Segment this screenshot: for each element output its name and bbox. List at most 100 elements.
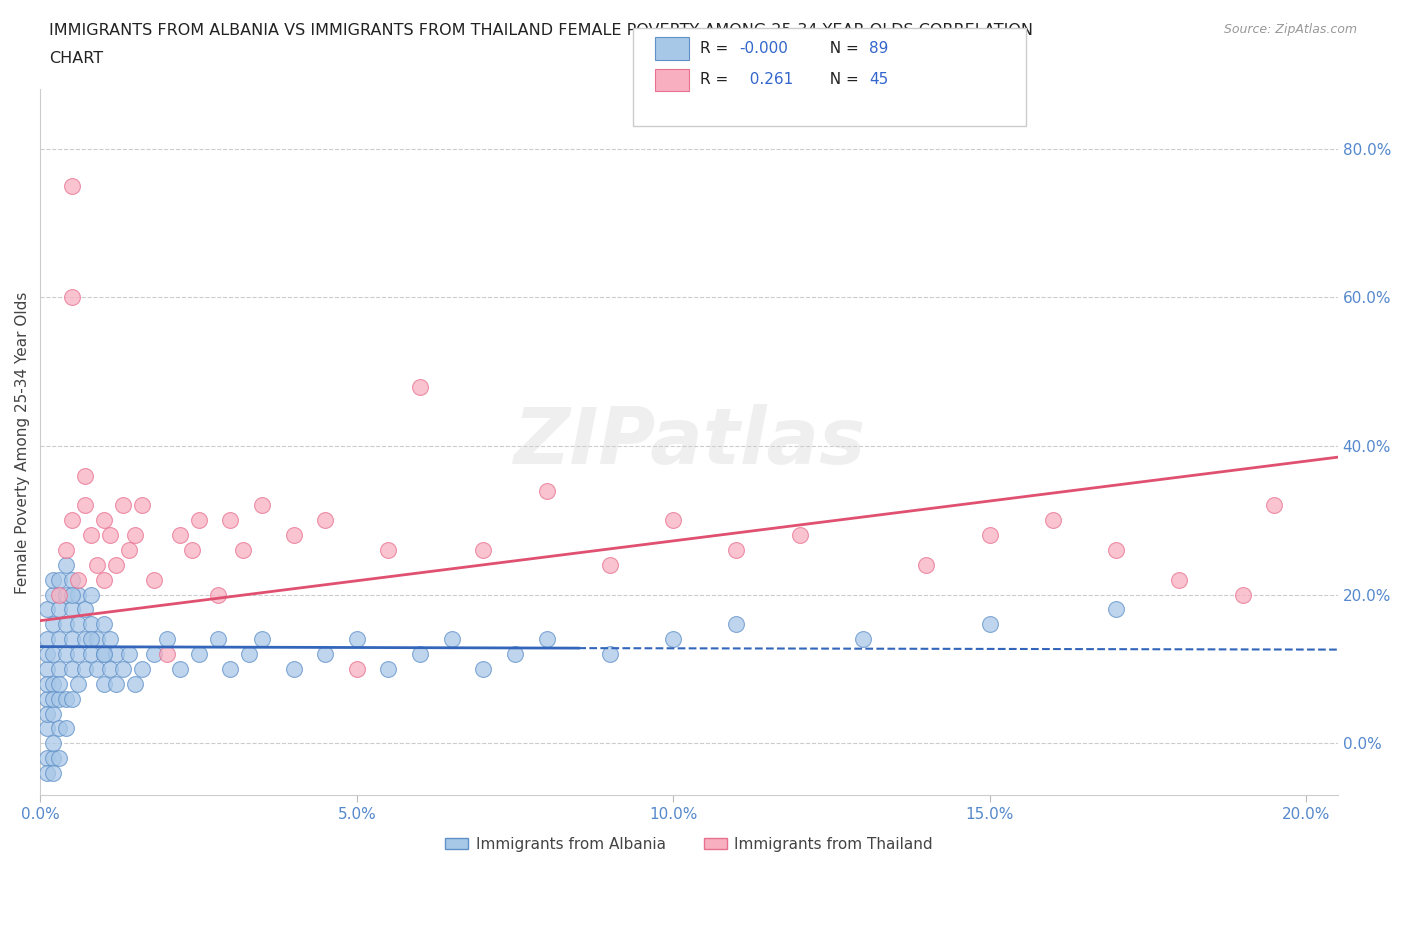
Point (35, 646, 58, 661)
Point (60, 290, 83, 305)
Point (35, 691, 58, 706)
Point (219, 661, 242, 676)
Point (346, 661, 368, 676)
Point (1042, 512, 1064, 527)
Point (131, 498, 153, 513)
Point (35, 602, 58, 617)
Text: N =: N = (820, 73, 863, 87)
Point (118, 542, 141, 557)
Point (73, 498, 96, 513)
Point (35, 706, 58, 721)
Point (93, 617, 115, 631)
Point (105, 557, 128, 572)
Point (67, 587, 90, 602)
Point (42, 587, 65, 602)
Point (662, 512, 685, 527)
Point (35, 721, 58, 736)
Point (169, 527, 191, 542)
Text: ZIPatlas: ZIPatlas (513, 405, 865, 480)
Point (42, 572, 65, 587)
Point (42, 751, 65, 765)
Point (67, 646, 90, 661)
Point (979, 617, 1001, 631)
Point (187, 512, 209, 527)
Point (80, 587, 103, 602)
Point (42, 736, 65, 751)
Point (60, 602, 83, 617)
Text: Source: ZipAtlas.com: Source: ZipAtlas.com (1223, 23, 1357, 36)
Point (42, 706, 65, 721)
Point (187, 646, 209, 661)
Point (55, 646, 77, 661)
Point (377, 542, 399, 557)
Point (60, 661, 83, 676)
Y-axis label: Female Poverty Among 25-34 Year Olds: Female Poverty Among 25-34 Year Olds (15, 291, 30, 593)
Point (789, 527, 811, 542)
Point (979, 527, 1001, 542)
Point (250, 631, 273, 646)
Point (80, 527, 103, 542)
Point (42, 617, 65, 631)
Point (98, 661, 121, 676)
Point (60, 691, 83, 706)
Point (80, 631, 103, 646)
Point (124, 527, 146, 542)
Point (143, 646, 166, 661)
Point (314, 512, 336, 527)
Point (131, 661, 153, 676)
Point (73, 469, 96, 484)
Text: CHART: CHART (49, 51, 103, 66)
Point (48, 676, 70, 691)
Point (662, 631, 685, 646)
Text: -0.000: -0.000 (740, 41, 789, 56)
Point (1232, 587, 1254, 602)
Point (35, 751, 58, 765)
Point (156, 646, 179, 661)
Text: 45: 45 (869, 73, 889, 87)
Point (207, 587, 229, 602)
Point (86, 631, 108, 646)
Point (377, 661, 399, 676)
Text: R =: R = (700, 41, 734, 56)
Text: R =: R = (700, 73, 734, 87)
Point (503, 646, 526, 661)
Point (86, 557, 108, 572)
Point (283, 527, 305, 542)
Point (55, 542, 77, 557)
Point (1105, 602, 1128, 617)
Point (48, 631, 70, 646)
Text: 0.261: 0.261 (740, 73, 793, 87)
Point (232, 542, 254, 557)
Legend: Immigrants from Albania, Immigrants from Thailand: Immigrants from Albania, Immigrants from… (439, 830, 939, 858)
Point (118, 646, 141, 661)
Point (73, 661, 96, 676)
Point (1168, 572, 1191, 587)
Point (169, 661, 191, 676)
Point (124, 676, 146, 691)
Point (238, 646, 260, 661)
Point (409, 379, 432, 394)
Point (93, 646, 115, 661)
Point (599, 557, 621, 572)
Point (42, 676, 65, 691)
Point (55, 691, 77, 706)
Point (1105, 542, 1128, 557)
Point (725, 617, 748, 631)
Point (42, 646, 65, 661)
Point (472, 661, 495, 676)
Point (42, 691, 65, 706)
Point (93, 572, 115, 587)
Point (93, 512, 115, 527)
Point (48, 751, 70, 765)
Point (55, 617, 77, 631)
Point (48, 587, 70, 602)
Point (55, 721, 77, 736)
Point (105, 676, 128, 691)
Point (207, 631, 229, 646)
Point (60, 179, 83, 193)
Point (55, 587, 77, 602)
Point (156, 631, 179, 646)
Point (599, 646, 621, 661)
Point (181, 542, 204, 557)
Point (67, 617, 90, 631)
